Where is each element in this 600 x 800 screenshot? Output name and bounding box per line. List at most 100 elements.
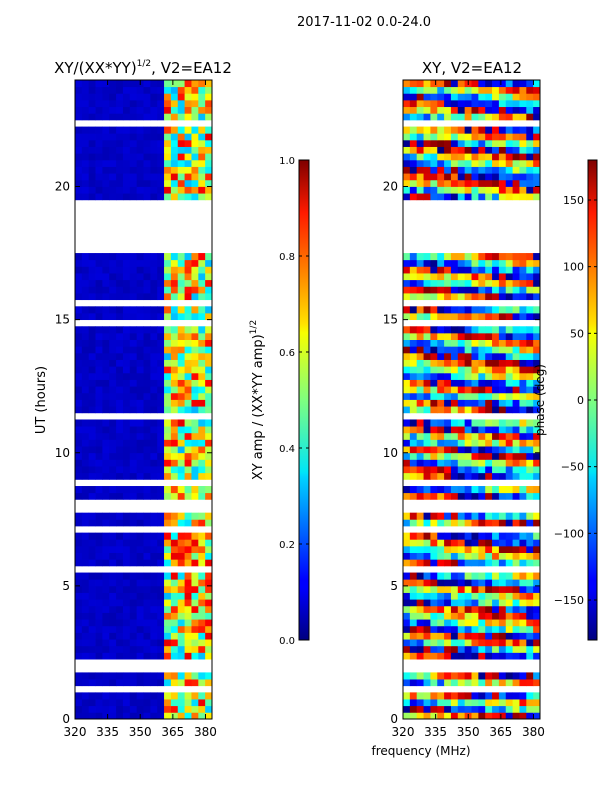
amplitude-cell — [109, 585, 117, 593]
phase-cell — [409, 372, 418, 380]
phase-cell — [450, 253, 459, 261]
phase-cell — [471, 599, 479, 607]
phase-y-tick-label: 5 — [390, 579, 398, 593]
phase-cell — [437, 512, 445, 520]
amplitude-cell — [184, 179, 192, 187]
amplitude-cell — [116, 99, 124, 108]
amplitude-cell — [164, 712, 172, 720]
amplitude-cell — [143, 579, 151, 587]
phase-cell — [403, 153, 411, 161]
phase-cell — [444, 379, 452, 387]
amplitude-cell — [122, 312, 131, 321]
phase-cell — [444, 705, 452, 713]
phase-cell — [533, 519, 541, 527]
phase-cell — [526, 86, 534, 94]
phase-cell — [478, 93, 486, 101]
phase-cell — [464, 186, 472, 194]
amplitude-cell — [184, 539, 192, 547]
amplitude-cell — [164, 273, 172, 281]
phase-cell — [492, 579, 500, 587]
phase-cell — [430, 539, 438, 547]
phase-cell — [478, 259, 486, 267]
amplitude-cell — [191, 379, 199, 387]
phase-cell — [444, 279, 452, 287]
phase-cell — [450, 186, 459, 194]
amplitude-cell — [122, 519, 131, 527]
amplitude-cell — [177, 80, 185, 88]
phase-cell — [409, 619, 418, 627]
phase-cell — [430, 86, 438, 94]
amplitude-cell — [75, 679, 83, 687]
amplitude-cell — [129, 399, 138, 407]
phase-cell — [533, 585, 541, 593]
amplitude-cell — [177, 372, 185, 380]
phase-cell — [437, 712, 445, 720]
amplitude-cell — [198, 619, 206, 627]
amplitude-cell — [170, 585, 179, 593]
amplitude-cell — [88, 386, 96, 394]
phase-cell — [485, 539, 493, 547]
phase-cell — [416, 545, 424, 553]
amplitude-cell — [109, 699, 117, 707]
phase-cell — [519, 392, 527, 400]
amplitude-cell — [102, 632, 110, 640]
amplitude-cell — [129, 339, 138, 347]
amplitude-cell — [164, 699, 172, 707]
amplitude-cell — [198, 146, 206, 154]
phase-cell — [505, 599, 513, 607]
phase-cell — [416, 286, 424, 294]
amplitude-cell — [143, 279, 151, 287]
phase-cell — [512, 352, 520, 360]
phase-cell — [457, 512, 466, 520]
amplitude-cell — [170, 346, 179, 354]
phase-y-tick-label: 0 — [390, 712, 398, 726]
phase-cell — [485, 572, 493, 580]
phase-cell — [444, 472, 452, 480]
amplitude-cell — [143, 705, 151, 713]
amplitude-cell — [95, 705, 103, 713]
amplitude-cell — [122, 166, 131, 174]
amplitude-cell — [157, 273, 165, 281]
amplitude-cell — [170, 186, 179, 194]
phase-cell — [478, 532, 486, 540]
phase-cell — [505, 492, 513, 500]
amplitude-cell — [102, 399, 110, 407]
phase-cell — [430, 472, 438, 480]
amplitude-cell — [164, 86, 172, 94]
amplitude-cell — [95, 379, 103, 387]
phase-cell — [471, 645, 479, 653]
phase-cell — [519, 93, 527, 101]
phase-cell — [485, 113, 493, 121]
amplitude-cell — [102, 332, 110, 340]
phase-cell — [519, 639, 527, 647]
amplitude-cell — [191, 259, 199, 267]
amplitude-cell — [136, 466, 144, 474]
amplitude-cell — [198, 625, 206, 633]
amplitude-cell — [150, 126, 158, 134]
amplitude-cell — [150, 559, 158, 567]
amplitude-cell — [150, 153, 158, 161]
phase-cell — [492, 446, 500, 454]
phase-cell — [423, 372, 431, 380]
amplitude-cell — [170, 572, 179, 580]
phase-cell — [526, 153, 534, 161]
phase-cell — [409, 452, 418, 460]
amplitude-cell — [157, 625, 165, 633]
phase-cell — [403, 492, 411, 500]
amplitude-cell — [143, 80, 151, 88]
amplitude-cell — [129, 705, 138, 713]
phase-cell — [519, 106, 527, 114]
phase-cell — [437, 559, 445, 567]
phase-cell — [444, 173, 452, 181]
phase-cell — [492, 692, 500, 700]
amplitude-cell — [157, 699, 165, 707]
phase-cell — [430, 93, 438, 101]
phase-cell — [423, 705, 431, 713]
phase-cell — [464, 519, 472, 527]
phase-cell — [505, 459, 513, 467]
phase-cell — [519, 352, 527, 360]
amplitude-cell — [109, 372, 117, 380]
phase-cell — [471, 699, 479, 707]
amplitude-cell — [109, 432, 117, 440]
phase-cell — [478, 266, 486, 274]
